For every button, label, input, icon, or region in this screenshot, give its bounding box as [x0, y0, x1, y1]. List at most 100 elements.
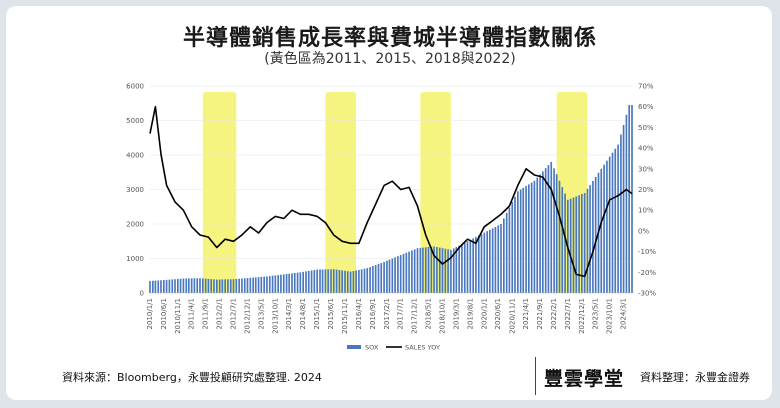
sox-bar [274, 275, 277, 293]
sox-bar [514, 196, 516, 293]
y-right-tick-label: -20% [638, 269, 656, 277]
sox-bar [508, 207, 511, 293]
sox-bar [441, 248, 444, 293]
sox-bar [319, 269, 321, 293]
x-tick-label: 2013/10/1 [271, 298, 279, 334]
sox-bar [174, 279, 176, 293]
sox-bar [341, 270, 343, 293]
sox-bar [271, 275, 274, 293]
sox-bar [536, 177, 539, 293]
sox-bar [611, 152, 614, 293]
chart-subtitle: (黃色區為2011、2015、2018與2022) [264, 51, 516, 67]
sox-bar [380, 262, 383, 293]
sox-bar [494, 226, 497, 293]
sox-bar [360, 269, 363, 293]
sox-bar [522, 187, 525, 293]
x-tick-label: 2010/11/1 [174, 298, 182, 334]
sox-bar [416, 248, 419, 293]
sox-bar [277, 275, 279, 293]
sox-bar [366, 268, 369, 293]
y-left-tick-label: 6000 [126, 83, 144, 91]
sox-bar [500, 224, 502, 293]
x-tick-label: 2018/5/1 [424, 298, 432, 329]
sox-bar [394, 257, 396, 293]
sox-bar [316, 269, 318, 293]
x-tick-label: 2022/2/1 [550, 298, 558, 329]
y-left-tick-label: 0 [140, 290, 144, 298]
sox-bar [268, 276, 271, 293]
x-tick-label: 2024/3/1 [620, 298, 628, 329]
sox-bar [583, 192, 586, 293]
sox-bar [450, 249, 452, 293]
sox-bar [544, 168, 547, 293]
sox-bar [405, 252, 408, 293]
sox-bar [614, 148, 617, 293]
sox-bar [302, 271, 304, 293]
sox-bar [569, 198, 572, 293]
x-tick-label: 2012/7/1 [229, 298, 237, 329]
sox-bar [466, 241, 469, 293]
sox-bar [483, 232, 486, 293]
sox-bar [620, 134, 622, 293]
x-tick-label: 2016/4/1 [355, 298, 363, 329]
legend: SOX SALES YOY [347, 344, 440, 352]
sox-bar [527, 184, 530, 293]
y-right-tick-label: 30% [638, 165, 654, 173]
sox-bar [149, 280, 151, 293]
y-left-tick-label: 3000 [126, 186, 144, 194]
x-tick-label: 2012/12/1 [243, 298, 251, 334]
axis-layer: 0 1000 2000 3000 4000 5000 6000 -30% -20% -10% 0% 1… [126, 83, 656, 334]
sox-bar [586, 188, 589, 293]
sox-bar [338, 270, 341, 293]
sox-bar [553, 168, 555, 293]
x-tick-label: 2020/11/1 [508, 298, 516, 334]
x-tick-label: 2014/3/1 [285, 298, 293, 329]
sox-bar [358, 269, 360, 293]
sox-bar [550, 161, 553, 293]
x-tick-label: 2017/7/1 [397, 298, 405, 329]
brand-logo-text: 豐雲學堂 [544, 368, 625, 390]
y-right-tick-label: 60% [638, 103, 654, 111]
sox-bar [430, 246, 433, 293]
chart-title: 半導體銷售成長率與費城半導體指數關係 [182, 26, 597, 51]
sox-bar [427, 247, 430, 293]
sox-bar [213, 279, 215, 293]
sox-bar [196, 278, 199, 293]
sox-bar [215, 279, 218, 293]
sox-bar [266, 276, 268, 293]
sox-bar [252, 277, 255, 293]
y-left-tick-label: 2000 [126, 221, 144, 229]
sox-bar [572, 197, 575, 293]
sox-bar [628, 104, 630, 293]
legend-swatch-sox [347, 345, 361, 349]
sox-bar [296, 272, 299, 293]
sox-bar [254, 277, 257, 293]
sox-bar [235, 278, 238, 293]
sox-bar [517, 191, 519, 293]
sox-bar [386, 260, 388, 293]
sox-bar [190, 278, 193, 293]
sox-bar [436, 247, 438, 293]
highlight-period-1 [202, 92, 237, 293]
sox-bar [533, 180, 536, 293]
sox-bar [321, 269, 324, 293]
sox-bar [424, 247, 427, 293]
sox-bar [419, 247, 422, 293]
sox-bar [477, 235, 480, 293]
sox-bar [374, 265, 377, 293]
sox-bar [608, 156, 611, 293]
y-right-tick-label: 0% [638, 227, 649, 235]
sox-bar [433, 246, 435, 293]
sox-bar [179, 278, 182, 293]
sox-bar [182, 278, 185, 293]
line-series-sales-yoy [149, 105, 633, 278]
bar-series-sox [149, 104, 633, 294]
sox-bar [592, 180, 594, 293]
sox-bar [525, 186, 527, 293]
sox-bar [210, 279, 213, 293]
sox-bar [363, 268, 366, 293]
sox-bar [246, 278, 249, 293]
sox-bar [631, 104, 633, 293]
sox-bar [201, 278, 204, 293]
sox-bar [313, 270, 316, 293]
